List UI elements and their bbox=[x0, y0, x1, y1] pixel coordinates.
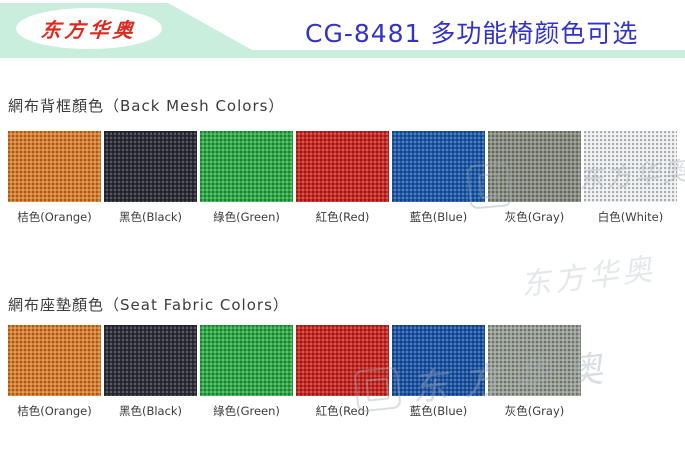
logo-text: 东方华奥 bbox=[39, 18, 139, 42]
swatch-color bbox=[200, 325, 293, 396]
swatch-cell: 黑色(Black) bbox=[104, 325, 197, 419]
page-title: CG-8481 多功能椅颜色可选 bbox=[305, 19, 639, 48]
swatch-color bbox=[104, 131, 197, 202]
swatch-label: 灰色(Gray) bbox=[504, 210, 565, 224]
watermark: 东方华奥 bbox=[518, 244, 658, 304]
swatch-label: 綠色(Green) bbox=[213, 404, 280, 418]
swatch-label: 白色(White) bbox=[597, 210, 664, 224]
swatch-cell: 紅色(Red) bbox=[296, 325, 389, 419]
swatch-color bbox=[392, 131, 485, 202]
swatch-label: 藍色(Blue) bbox=[409, 210, 468, 224]
swatch-color bbox=[296, 131, 389, 202]
swatch-color bbox=[296, 325, 389, 396]
swatch-color bbox=[200, 131, 293, 202]
swatch-color bbox=[488, 131, 581, 202]
swatch-cell: 黑色(Black) bbox=[104, 131, 197, 225]
swatch-cell: 藍色(Blue) bbox=[392, 131, 485, 225]
swatch-label: 綠色(Green) bbox=[213, 210, 280, 224]
swatch-cell: 綠色(Green) bbox=[200, 131, 293, 225]
swatch-cell: 桔色(Orange) bbox=[8, 325, 101, 419]
swatch-color bbox=[8, 131, 101, 202]
swatch-cell: 藍色(Blue) bbox=[392, 325, 485, 419]
swatch-label: 紅色(Red) bbox=[315, 404, 370, 418]
header-strip bbox=[0, 50, 685, 58]
swatch-label: 桔色(Orange) bbox=[17, 210, 92, 224]
swatch-label: 灰色(Gray) bbox=[504, 404, 565, 418]
swatch-cell: 綠色(Green) bbox=[200, 325, 293, 419]
swatch-cell: 灰色(Gray) bbox=[488, 131, 581, 225]
swatch-color bbox=[488, 325, 581, 396]
watermark-text: 东方华奥 bbox=[518, 251, 659, 304]
swatch-label: 黑色(Black) bbox=[118, 404, 183, 418]
swatch-color bbox=[104, 325, 197, 396]
swatch-row-back-mesh: 桔色(Orange) 黑色(Black) 綠色(Green) 紅色(Red) 藍… bbox=[8, 131, 677, 225]
swatch-cell: 白色(White) bbox=[584, 131, 677, 225]
swatch-cell: 灰色(Gray) bbox=[488, 325, 581, 419]
swatch-color bbox=[392, 325, 485, 396]
section-heading-seat-fabric: 網布座墊顏色（Seat Fabric Colors） bbox=[8, 296, 289, 314]
swatch-label: 藍色(Blue) bbox=[409, 404, 468, 418]
section-heading-back-mesh: 網布背框顏色（Back Mesh Colors） bbox=[8, 97, 285, 115]
swatch-label: 桔色(Orange) bbox=[17, 404, 92, 418]
swatch-label: 黑色(Black) bbox=[118, 210, 183, 224]
swatch-label: 紅色(Red) bbox=[315, 210, 370, 224]
swatch-color bbox=[584, 131, 677, 202]
swatch-cell: 紅色(Red) bbox=[296, 131, 389, 225]
logo: 东方华奥 bbox=[16, 8, 162, 49]
swatch-cell: 桔色(Orange) bbox=[8, 131, 101, 225]
swatch-color bbox=[8, 325, 101, 396]
swatch-row-seat-fabric: 桔色(Orange) 黑色(Black) 綠色(Green) 紅色(Red) 藍… bbox=[8, 325, 581, 419]
